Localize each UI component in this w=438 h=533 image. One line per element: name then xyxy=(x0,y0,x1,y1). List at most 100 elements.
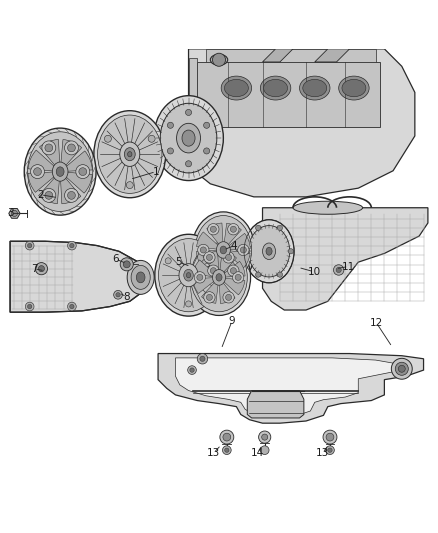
Circle shape xyxy=(64,188,78,203)
Wedge shape xyxy=(28,150,60,172)
Wedge shape xyxy=(193,260,219,277)
Ellipse shape xyxy=(303,79,327,97)
Circle shape xyxy=(67,241,76,250)
Circle shape xyxy=(233,272,244,283)
Text: 13: 13 xyxy=(207,448,220,458)
Ellipse shape xyxy=(187,239,251,316)
Ellipse shape xyxy=(293,201,363,214)
Ellipse shape xyxy=(398,365,405,372)
Circle shape xyxy=(228,265,239,276)
Circle shape xyxy=(260,446,269,455)
Ellipse shape xyxy=(195,215,252,284)
Circle shape xyxy=(79,168,87,175)
Wedge shape xyxy=(196,250,223,266)
Circle shape xyxy=(25,241,34,250)
Wedge shape xyxy=(219,277,245,295)
Circle shape xyxy=(67,144,75,152)
Circle shape xyxy=(187,366,196,375)
Ellipse shape xyxy=(127,151,132,157)
Circle shape xyxy=(204,252,215,263)
Circle shape xyxy=(25,302,34,311)
Circle shape xyxy=(204,148,210,154)
Circle shape xyxy=(42,188,56,203)
Ellipse shape xyxy=(244,220,294,283)
Circle shape xyxy=(45,144,53,152)
Circle shape xyxy=(198,244,209,256)
Ellipse shape xyxy=(186,272,191,278)
Ellipse shape xyxy=(192,212,255,288)
Wedge shape xyxy=(201,277,219,303)
Wedge shape xyxy=(207,223,223,250)
Ellipse shape xyxy=(224,79,248,97)
Circle shape xyxy=(255,272,261,277)
Ellipse shape xyxy=(177,123,201,153)
Circle shape xyxy=(277,225,283,230)
Ellipse shape xyxy=(155,235,222,316)
Polygon shape xyxy=(247,391,304,418)
Ellipse shape xyxy=(264,79,288,97)
Ellipse shape xyxy=(342,79,366,97)
Circle shape xyxy=(167,148,173,154)
Circle shape xyxy=(226,294,232,301)
Wedge shape xyxy=(60,151,92,172)
Circle shape xyxy=(148,135,155,142)
Circle shape xyxy=(120,258,133,271)
Wedge shape xyxy=(28,172,60,192)
Text: 5: 5 xyxy=(176,257,182,267)
Ellipse shape xyxy=(160,103,217,173)
Wedge shape xyxy=(193,277,219,294)
Ellipse shape xyxy=(136,272,145,283)
Circle shape xyxy=(197,353,208,364)
Circle shape xyxy=(167,122,173,128)
Circle shape xyxy=(70,304,74,309)
Circle shape xyxy=(67,302,76,311)
Circle shape xyxy=(194,272,205,283)
Circle shape xyxy=(197,274,203,280)
Ellipse shape xyxy=(28,132,93,212)
Circle shape xyxy=(226,254,232,261)
Polygon shape xyxy=(315,49,350,62)
Circle shape xyxy=(28,244,32,248)
Text: 8: 8 xyxy=(124,292,130,302)
Circle shape xyxy=(200,356,205,361)
Ellipse shape xyxy=(339,76,369,100)
Ellipse shape xyxy=(131,265,150,289)
Polygon shape xyxy=(188,49,415,197)
Ellipse shape xyxy=(94,111,166,198)
Ellipse shape xyxy=(184,269,193,281)
Polygon shape xyxy=(262,49,293,62)
Wedge shape xyxy=(223,250,240,277)
Circle shape xyxy=(206,258,212,264)
Wedge shape xyxy=(203,251,219,277)
Wedge shape xyxy=(39,140,60,172)
Circle shape xyxy=(185,109,191,116)
Polygon shape xyxy=(158,353,424,423)
Ellipse shape xyxy=(212,270,226,285)
Circle shape xyxy=(328,448,332,453)
Ellipse shape xyxy=(159,239,219,312)
Circle shape xyxy=(223,292,234,303)
Text: 7: 7 xyxy=(31,264,37,273)
Circle shape xyxy=(228,223,239,235)
Circle shape xyxy=(326,433,334,441)
Wedge shape xyxy=(219,252,237,277)
Circle shape xyxy=(126,182,133,189)
Wedge shape xyxy=(60,172,81,204)
Ellipse shape xyxy=(391,358,412,379)
Ellipse shape xyxy=(216,241,230,258)
Text: 3: 3 xyxy=(7,208,14,219)
Ellipse shape xyxy=(154,96,223,181)
Circle shape xyxy=(35,263,47,275)
Text: 1: 1 xyxy=(152,167,159,176)
Polygon shape xyxy=(206,49,376,62)
Circle shape xyxy=(190,368,194,372)
Wedge shape xyxy=(60,172,92,193)
Ellipse shape xyxy=(266,247,272,255)
Text: 2: 2 xyxy=(37,190,44,200)
Circle shape xyxy=(114,290,122,299)
Ellipse shape xyxy=(216,273,222,281)
Wedge shape xyxy=(197,232,223,250)
Circle shape xyxy=(206,254,212,261)
Circle shape xyxy=(261,434,268,440)
Ellipse shape xyxy=(248,225,290,277)
